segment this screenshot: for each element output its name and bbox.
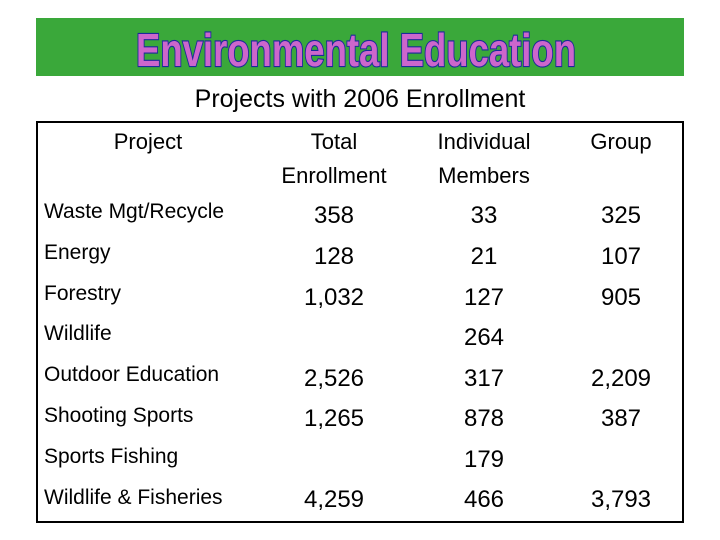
- row-individual: 127: [463, 284, 505, 311]
- row-project: Shooting Sports: [44, 404, 194, 427]
- row-total: 128: [313, 243, 355, 270]
- row-project: Wildlife: [44, 322, 112, 345]
- row-project: Sports Fishing: [44, 445, 179, 468]
- row-individual: 179: [463, 446, 505, 473]
- row-group: 2,209: [590, 365, 652, 392]
- row-individual: 878: [463, 405, 505, 432]
- header-total-line2: Enrollment: [281, 163, 387, 188]
- enrollment-table: Project Total Enrollment Individual Memb…: [36, 121, 684, 523]
- row-group: 3,793: [590, 486, 652, 513]
- row-group: 325: [600, 202, 642, 229]
- title-banner-graphic: Environmental Education: [135, 23, 577, 76]
- title-banner: Environmental Education: [36, 18, 684, 76]
- row-total: 4,259: [303, 486, 365, 513]
- row-project: Energy: [44, 241, 111, 264]
- row-project: Waste Mgt/Recycle: [44, 200, 225, 223]
- header-group: Group: [590, 129, 652, 154]
- row-total: 358: [313, 202, 355, 229]
- row-project: Wildlife & Fisheries: [44, 486, 223, 509]
- row-individual: 21: [470, 243, 498, 270]
- row-individual: 317: [463, 365, 505, 392]
- page-subtitle: Projects with 2006 Enrollment: [194, 85, 526, 113]
- row-individual: 33: [470, 202, 498, 229]
- row-group: 387: [600, 405, 642, 432]
- row-individual: 264: [463, 324, 505, 351]
- row-individual: 466: [463, 486, 505, 513]
- row-group: 107: [600, 243, 642, 270]
- row-total: 1,032: [303, 284, 365, 311]
- row-total: 1,265: [303, 405, 365, 432]
- header-individual-line1: Individual: [437, 129, 531, 154]
- header-project: Project: [113, 129, 183, 154]
- row-project: Outdoor Education: [44, 363, 220, 386]
- header-individual-line2: Members: [438, 163, 530, 188]
- row-group: 905: [600, 284, 642, 311]
- row-project: Forestry: [44, 282, 122, 305]
- row-total: 2,526: [303, 365, 365, 392]
- header-total-line1: Total: [310, 129, 358, 154]
- banner-title: Environmental Education: [136, 24, 576, 76]
